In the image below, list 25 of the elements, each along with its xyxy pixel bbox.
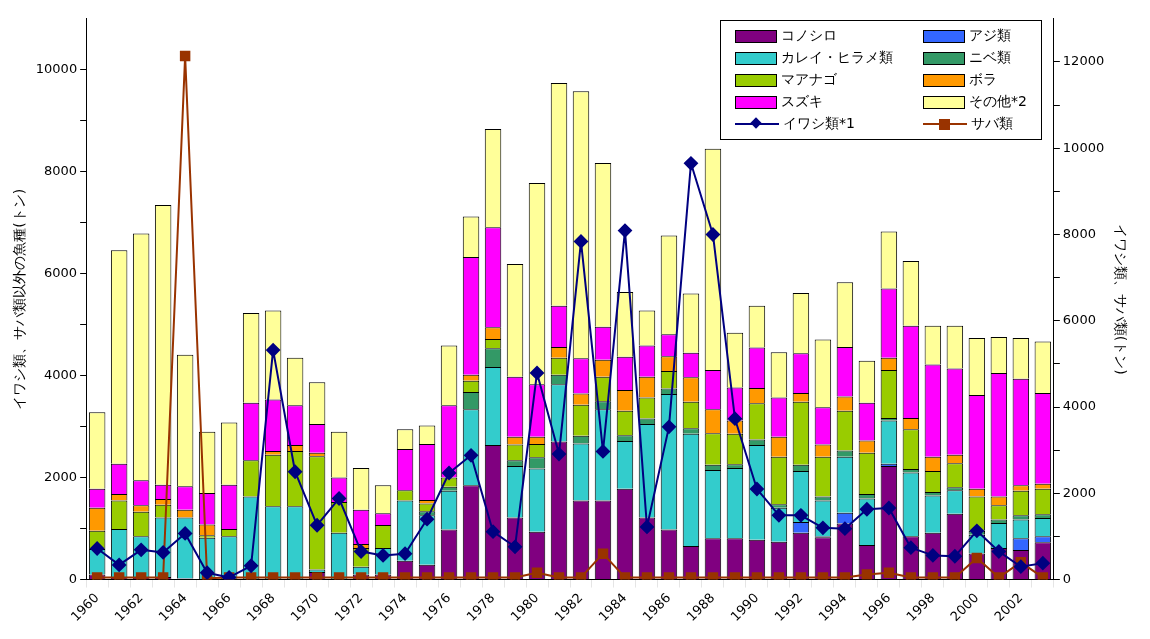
y2-tick-label: 6000	[1062, 312, 1096, 328]
y2-tick-label: 0	[1062, 570, 1072, 586]
legend-label: カレイ・ヒラメ類	[781, 49, 894, 67]
y-tick-label: 0	[68, 570, 78, 586]
legend-label: その他*2	[969, 93, 1027, 111]
y2-axis-title: イワシ類、サバ類(トン)	[1112, 223, 1129, 375]
legend-label: アジ類	[969, 27, 1012, 45]
y2-tick-label: 4000	[1062, 398, 1096, 414]
legend-label: ボラ	[969, 71, 998, 89]
legend-label: サバ類	[971, 115, 1014, 133]
y2-tick-label: 2000	[1062, 484, 1096, 500]
y2-tick-label: 8000	[1062, 225, 1096, 241]
legend-label: コノシロ	[781, 27, 838, 45]
legend-label: イワシ類*1	[783, 115, 855, 133]
legend-label: スズキ	[781, 93, 824, 111]
legend-label: マアナゴ	[781, 71, 838, 89]
y-axis-title: イワシ類、サバ類以外の魚種(トン)	[11, 188, 28, 410]
y-tick-label: 4000	[44, 367, 78, 383]
y2-tick-label: 10000	[1062, 139, 1105, 155]
y-tick-label: 2000	[44, 468, 78, 484]
legend-label: ニベ類	[969, 49, 1012, 67]
y2-tick-label: 12000	[1062, 53, 1105, 69]
y-tick-label: 8000	[44, 163, 78, 179]
y-tick-label: 6000	[44, 265, 78, 281]
y-tick-label: 10000	[35, 61, 78, 77]
